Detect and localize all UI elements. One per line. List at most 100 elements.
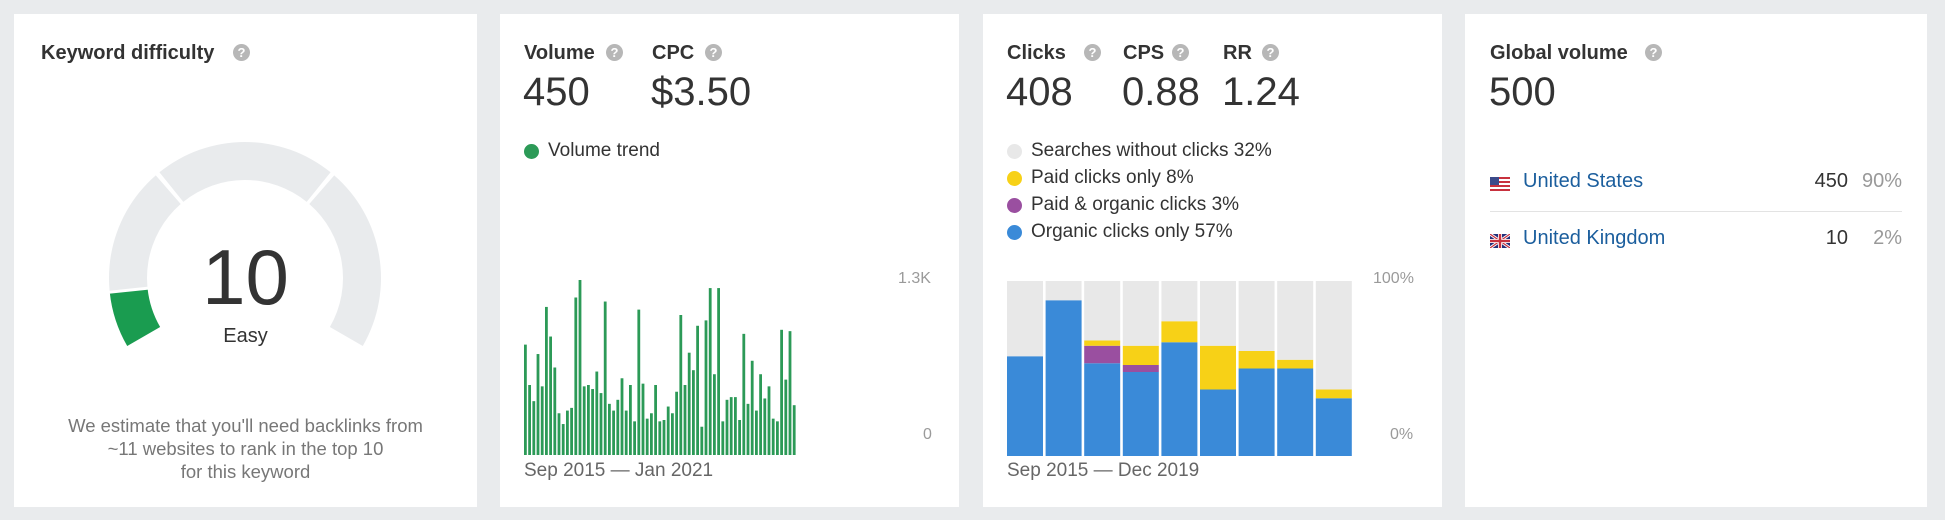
clicks-bar-segment — [1238, 368, 1275, 456]
difficulty-gauge — [108, 142, 381, 346]
legend-paid-organic-clicks: Paid & organic clicks 3% — [1031, 194, 1240, 215]
legend-searches-without-clicks: Searches without clicks 32% — [1031, 140, 1272, 161]
country-volume: 450 — [1814, 170, 1848, 192]
volume-bar — [746, 403, 750, 455]
volume-bar — [679, 315, 683, 455]
volume-bar — [776, 421, 779, 455]
country-link-united-kingdom[interactable]: United Kingdom — [1523, 227, 1666, 249]
volume-bar — [721, 421, 725, 455]
legend-dot — [524, 144, 539, 159]
cps-value: 0.88 — [1122, 70, 1200, 114]
volume-bar — [540, 386, 544, 455]
global-volume-label: Global volume — [1490, 42, 1628, 64]
rr-value: 1.24 — [1222, 70, 1300, 114]
volume-bar — [536, 354, 540, 455]
gauge-track-segment — [309, 175, 381, 346]
clicks-bar-segment — [1084, 363, 1121, 456]
clicks-bar-segment — [1084, 345, 1121, 364]
volume-bar — [729, 397, 733, 455]
clicks-bar-segment — [1315, 389, 1352, 399]
country-row[interactable]: United Kingdom 10 2% — [1490, 225, 1902, 265]
volume-bar — [692, 370, 695, 455]
volume-trend-legend: Volume trend — [548, 140, 660, 161]
volume-bar — [528, 385, 531, 455]
volume-bar — [675, 391, 678, 455]
volume-bar — [687, 352, 691, 455]
clicks-label: Clicks — [1007, 42, 1066, 64]
clicks-card: Clicks ? CPS ? RR ? 408 0.88 1.24 Search… — [983, 14, 1442, 507]
volume-card: Volume ? CPC ? 450 $3.50 Volume trend 1.… — [500, 14, 959, 507]
country-share: 90% — [1861, 170, 1902, 192]
difficulty-note-line: for this keyword — [180, 461, 311, 482]
gauge-fill — [109, 288, 161, 346]
volume-bar — [612, 410, 615, 455]
clicks-bar-segment — [1277, 368, 1314, 456]
volume-bar — [570, 407, 573, 455]
volume-bar — [771, 418, 775, 455]
volume-bar — [654, 385, 657, 455]
volume-bar — [780, 329, 783, 455]
volume-bar — [608, 403, 611, 455]
volume-bar — [696, 325, 699, 455]
legend-paid-clicks-only: Paid clicks only 8% — [1031, 167, 1194, 188]
volume-bar — [591, 389, 594, 455]
volume-bar — [763, 398, 767, 455]
volume-bar — [595, 371, 599, 455]
clicks-bar-segment — [1007, 356, 1043, 456]
volume-bar — [524, 344, 527, 455]
volume-label: Volume — [524, 42, 595, 64]
volume-bar — [734, 397, 737, 455]
difficulty-note-line: We estimate that you'll need backlinks f… — [68, 415, 423, 436]
gauge-marker — [108, 286, 149, 294]
volume-bar — [671, 413, 674, 455]
volume-bar — [641, 383, 645, 455]
difficulty-note: We estimate that you'll need backlinks f… — [44, 414, 447, 483]
help-icon[interactable]: ? — [705, 44, 722, 61]
volume-trend-chart — [524, 280, 796, 455]
volume-bar — [738, 420, 741, 455]
clicks-bar-segment — [1122, 345, 1159, 365]
volume-bar — [616, 399, 620, 455]
volume-bar — [792, 405, 796, 455]
legend-organic-clicks-only: Organic clicks only 57% — [1031, 221, 1233, 242]
country-row[interactable]: United States 450 90% — [1490, 168, 1902, 208]
volume-bar — [742, 333, 746, 455]
clicks-bar-segment — [1045, 281, 1082, 301]
volume-bar — [599, 393, 603, 455]
help-icon[interactable]: ? — [1645, 44, 1662, 61]
legend-dot — [1007, 225, 1022, 240]
volume-bar — [603, 301, 607, 455]
help-icon[interactable]: ? — [233, 44, 250, 61]
rr-label: RR — [1223, 42, 1252, 64]
axis-max-label: 1.3K — [898, 270, 931, 287]
volume-bar — [645, 418, 649, 455]
volume-bar — [587, 385, 590, 455]
volume-bar — [549, 336, 552, 455]
help-icon[interactable]: ? — [1262, 44, 1279, 61]
us-flag-icon — [1490, 177, 1510, 191]
country-link-united-states[interactable]: United States — [1523, 170, 1644, 192]
volume-bar — [650, 413, 653, 455]
clicks-bar-segment — [1161, 321, 1198, 343]
volume-bar — [784, 379, 788, 455]
clicks-bar-segment — [1277, 359, 1314, 369]
clicks-bar-segment — [1122, 372, 1159, 456]
keyword-difficulty-card: Keyword difficulty ? 10 Easy We estimate… — [14, 14, 477, 507]
help-icon[interactable]: ? — [1172, 44, 1189, 61]
date-range: Sep 2015 — Dec 2019 — [1007, 460, 1200, 481]
clicks-bar-segment — [1315, 281, 1352, 390]
help-icon[interactable]: ? — [606, 44, 623, 61]
axis-min-label: 0 — [923, 426, 932, 443]
difficulty-note-line: ~11 websites to rank in the top 10 — [107, 438, 384, 459]
legend-dot — [1007, 198, 1022, 213]
volume-bar — [759, 374, 762, 455]
volume-bar — [662, 420, 666, 455]
volume-bar — [553, 367, 557, 455]
help-icon[interactable]: ? — [1084, 44, 1101, 61]
volume-bar — [750, 360, 754, 455]
volume-bar — [683, 385, 687, 455]
clicks-bar-segment — [1200, 389, 1236, 456]
clicks-bar-segment — [1238, 281, 1275, 351]
uk-flag-icon — [1490, 234, 1510, 248]
axis-min-label: 0% — [1390, 426, 1414, 443]
